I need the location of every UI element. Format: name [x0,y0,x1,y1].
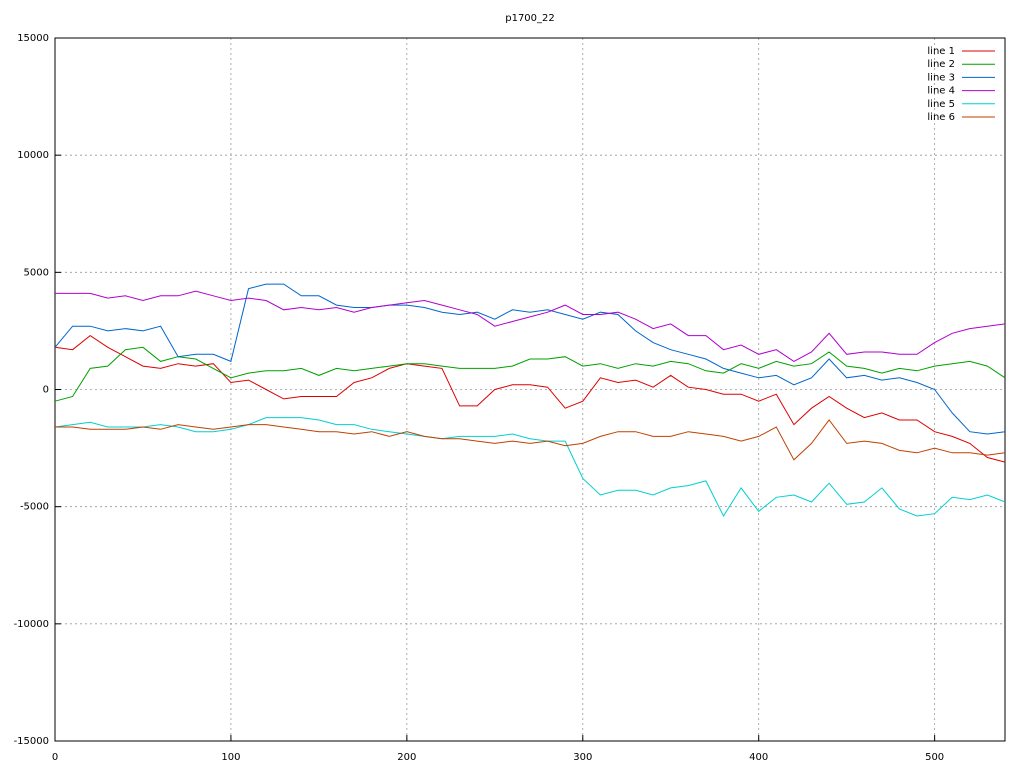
data-line [55,290,1006,362]
y-tick-label: -10000 [14,619,49,630]
legend-label: line 5 [927,99,955,110]
legend-label: line 1 [927,46,955,57]
y-tick-label: 10000 [17,150,49,161]
data-line [55,419,1006,461]
x-tick-label: 300 [573,752,592,763]
y-tick-label: 5000 [24,267,49,278]
data-line [54,417,1006,518]
legend-label: line 2 [927,59,955,70]
data-line [54,334,1006,463]
x-tick-label: 500 [925,752,944,763]
x-tick-label: 100 [221,752,240,763]
legend-label: line 6 [927,112,955,123]
x-tick-label: 200 [397,752,416,763]
data-line [54,346,1006,402]
chart-title: p1700_22 [505,13,555,24]
plot-frame [54,37,1006,742]
x-tick-label: 0 [52,752,58,763]
legend-label: line 3 [927,72,955,83]
y-tick-label: -5000 [20,502,49,513]
data-line [54,283,1006,435]
y-tick-label: 0 [43,385,49,396]
legend-label: line 4 [927,86,955,97]
x-tick-label: 400 [749,752,768,763]
y-tick-label: 15000 [17,33,49,44]
y-tick-label: -15000 [14,736,49,747]
